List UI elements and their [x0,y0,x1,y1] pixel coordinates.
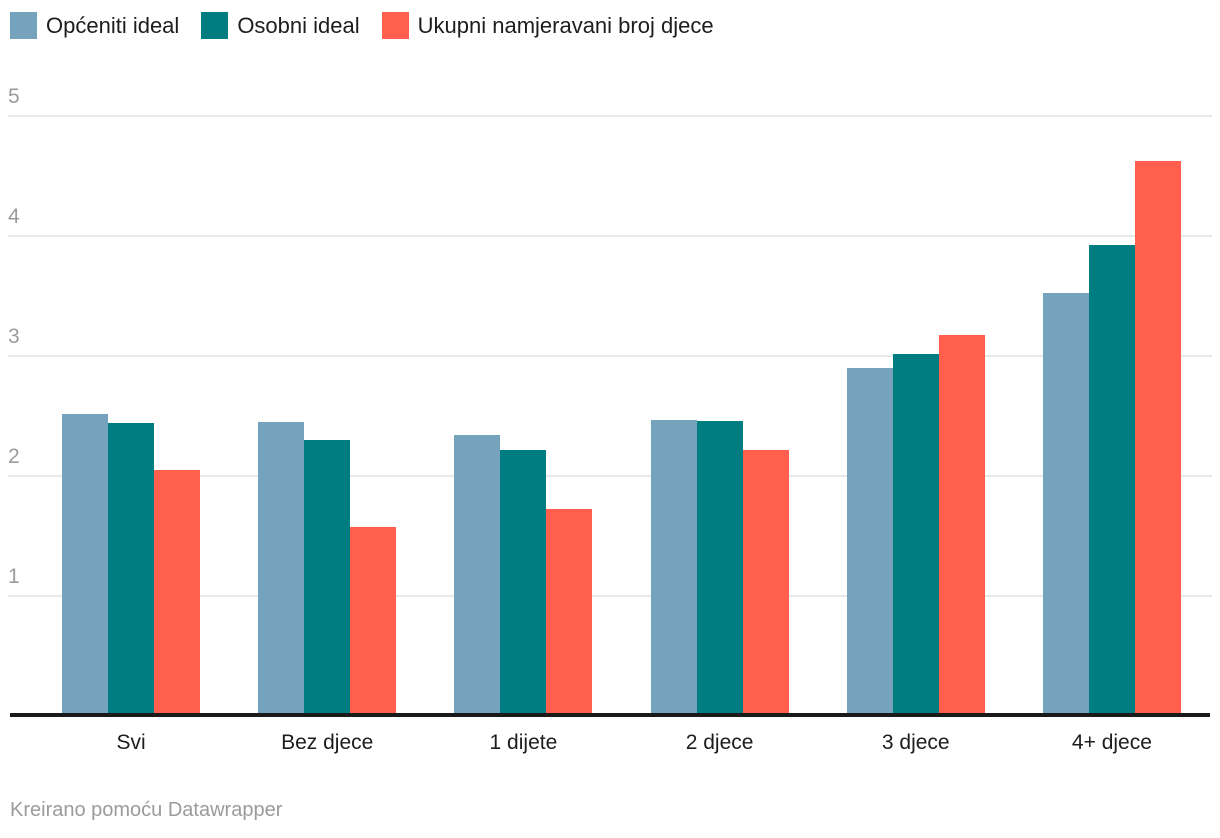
gridline-y-1 [8,595,1212,597]
bar-3-djece-series-1 [892,353,939,715]
bar-svi-series-0 [62,413,109,715]
bar-svi-series-1 [108,423,155,715]
bar-bez-djece-series-2 [350,526,397,715]
legend-item-osobni-ideal: Osobni ideal [201,12,360,39]
y-axis-tick-label-2: 2 [8,445,20,468]
x-axis-category-label-4: 2 djece [685,731,754,754]
legend-label-ukupni-broj-djece: Ukupni namjeravani broj djece [417,13,714,38]
bar-2-djece-series-0 [650,419,697,715]
x-axis-category-label-6: 4+ djece [1071,731,1152,754]
x-axis-category-label-5: 3 djece [881,731,950,754]
y-axis-tick-label-5: 5 [8,85,20,108]
bar-bez-djece-series-1 [304,440,351,715]
bar-2-djece-series-2 [742,449,789,715]
gridline-y-5 [8,115,1212,117]
bar-1-dijete-series-0 [454,435,501,715]
bar-2-djece-series-1 [696,421,743,715]
bar-bez-djece-series-0 [258,422,305,715]
bar-3-djece-series-0 [846,368,893,715]
bar-4+-djece-series-1 [1088,244,1135,715]
attribution-text: Kreirano pomoću Datawrapper [10,799,283,821]
y-axis-tick-label-4: 4 [8,205,20,228]
bar-3-djece-series-2 [938,334,985,715]
legend-swatch-ukupni-broj-djece [381,12,409,39]
x-axis-baseline [10,713,1210,717]
y-axis-tick-label-1: 1 [8,565,20,588]
gridline-y-3 [8,355,1212,357]
x-axis-category-label-3: 1 dijete [489,731,558,754]
bar-1-dijete-series-1 [500,449,547,715]
legend-item-ukupni-broj-djece: Ukupni namjeravani broj djece [381,12,714,39]
legend-swatch-opceniti-ideal [10,12,37,39]
x-axis-category-label-1: Svi [116,731,146,754]
bar-1-dijete-series-2 [546,508,593,715]
gridline-y-2 [8,475,1212,477]
x-axis-category-label-2: Bez djece [281,731,374,754]
bar-4+-djece-series-0 [1042,292,1089,715]
gridline-y-4 [8,235,1212,237]
legend-label-osobni-ideal: Osobni ideal [237,13,360,38]
legend-item-opceniti-ideal: Općeniti ideal [10,12,179,39]
legend: Općeniti ideal Osobni ideal Ukupni namje… [10,12,714,39]
legend-label-opceniti-ideal: Općeniti ideal [46,13,180,38]
y-axis-tick-label-3: 3 [8,325,20,348]
bar-4+-djece-series-2 [1134,160,1181,715]
bar-svi-series-2 [154,470,201,715]
legend-swatch-osobni-ideal [201,12,229,39]
